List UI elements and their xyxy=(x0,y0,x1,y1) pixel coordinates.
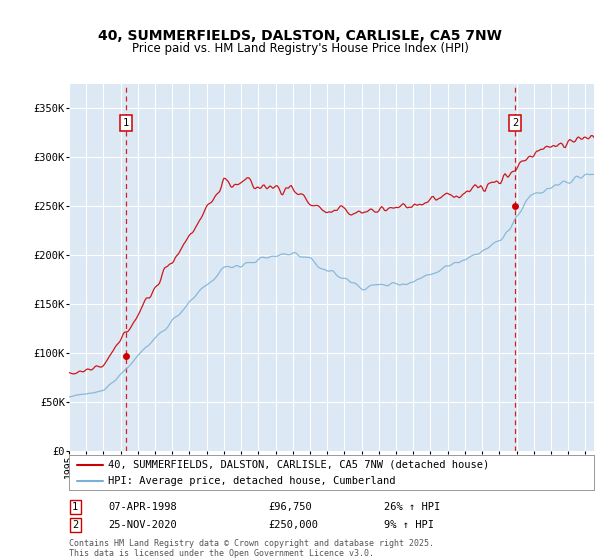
Text: Price paid vs. HM Land Registry's House Price Index (HPI): Price paid vs. HM Land Registry's House … xyxy=(131,41,469,55)
Text: 25-NOV-2020: 25-NOV-2020 xyxy=(109,520,177,530)
Text: Contains HM Land Registry data © Crown copyright and database right 2025.
This d: Contains HM Land Registry data © Crown c… xyxy=(69,539,434,558)
Text: 07-APR-1998: 07-APR-1998 xyxy=(109,502,177,512)
Text: 2: 2 xyxy=(72,520,79,530)
Text: 1: 1 xyxy=(72,502,79,512)
Text: £96,750: £96,750 xyxy=(269,502,312,512)
Text: £250,000: £250,000 xyxy=(269,520,319,530)
Text: 1: 1 xyxy=(122,118,129,128)
Text: 26% ↑ HPI: 26% ↑ HPI xyxy=(384,502,440,512)
Text: HPI: Average price, detached house, Cumberland: HPI: Average price, detached house, Cumb… xyxy=(109,475,396,486)
Text: 9% ↑ HPI: 9% ↑ HPI xyxy=(384,520,434,530)
Text: 40, SUMMERFIELDS, DALSTON, CARLISLE, CA5 7NW (detached house): 40, SUMMERFIELDS, DALSTON, CARLISLE, CA5… xyxy=(109,460,490,470)
Text: 40, SUMMERFIELDS, DALSTON, CARLISLE, CA5 7NW: 40, SUMMERFIELDS, DALSTON, CARLISLE, CA5… xyxy=(98,29,502,43)
Text: 2: 2 xyxy=(512,118,518,128)
